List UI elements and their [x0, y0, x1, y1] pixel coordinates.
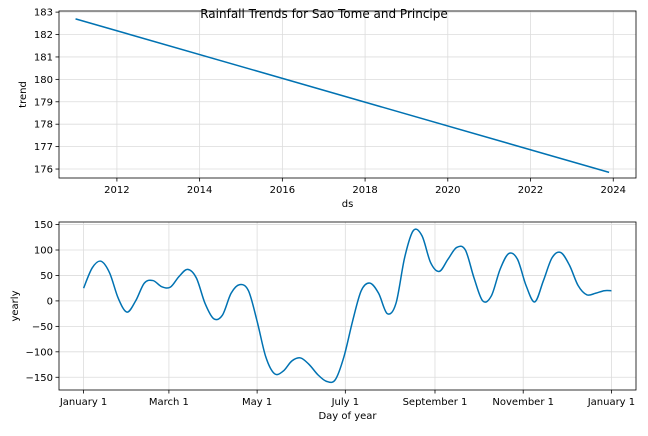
trend-x-tick-label: 2014	[187, 185, 212, 196]
trend-y-tick-label: 176	[34, 165, 53, 176]
yearly-axes-frame	[58, 221, 637, 391]
yearly-y-tick-label: 50	[40, 271, 53, 282]
yearly-y-axis-label: yearly	[10, 290, 21, 321]
yearly-y-tick-label: −150	[26, 373, 53, 384]
yearly-y-tick-label: 150	[34, 220, 53, 231]
yearly-y-tick-label: 100	[34, 246, 53, 257]
trend-y-tick-label: 179	[34, 97, 53, 108]
trend-x-axis-label: ds	[342, 199, 354, 210]
yearly-x-tick-label: November 1	[492, 397, 554, 408]
yearly-x-tick-label: July 1	[331, 397, 360, 408]
yearly-y-tick-label: 0	[47, 296, 53, 307]
trend-y-tick-label: 177	[34, 142, 53, 153]
trend-x-tick-label: 2020	[435, 185, 460, 196]
trend-y-tick-label: 182	[34, 30, 53, 41]
trend-y-tick-label: 183	[34, 8, 53, 19]
trend-y-tick-label: 178	[34, 120, 53, 131]
yearly-y-tick-label: −100	[26, 347, 53, 358]
chart-title: Rainfall Trends for Sao Tome and Princip…	[200, 7, 448, 21]
trend-x-tick-label: 2016	[270, 185, 295, 196]
trend-axes-frame	[58, 10, 637, 179]
trend-x-tick-label: 2012	[104, 185, 129, 196]
yearly-x-tick-label: May 1	[242, 397, 272, 408]
trend-x-tick-label: 2018	[352, 185, 377, 196]
yearly-x-tick-label: January 1	[59, 397, 107, 408]
trend-y-tick-label: 181	[34, 52, 53, 63]
yearly-y-tick-label: −50	[32, 322, 53, 333]
yearly-x-tick-label: March 1	[149, 397, 189, 408]
trend-x-tick-label: 2024	[601, 185, 626, 196]
trend-y-axis-label: trend	[18, 81, 29, 108]
yearly-x-tick-label: January 1	[587, 397, 635, 408]
trend-series-line	[75, 18, 610, 174]
yearly-x-tick-label: September 1	[403, 397, 468, 408]
yearly-x-axis-label: Day of year	[318, 411, 377, 422]
trend-x-tick-label: 2022	[518, 185, 543, 196]
yearly-series-line	[82, 228, 612, 384]
trend-y-tick-label: 180	[34, 75, 53, 86]
